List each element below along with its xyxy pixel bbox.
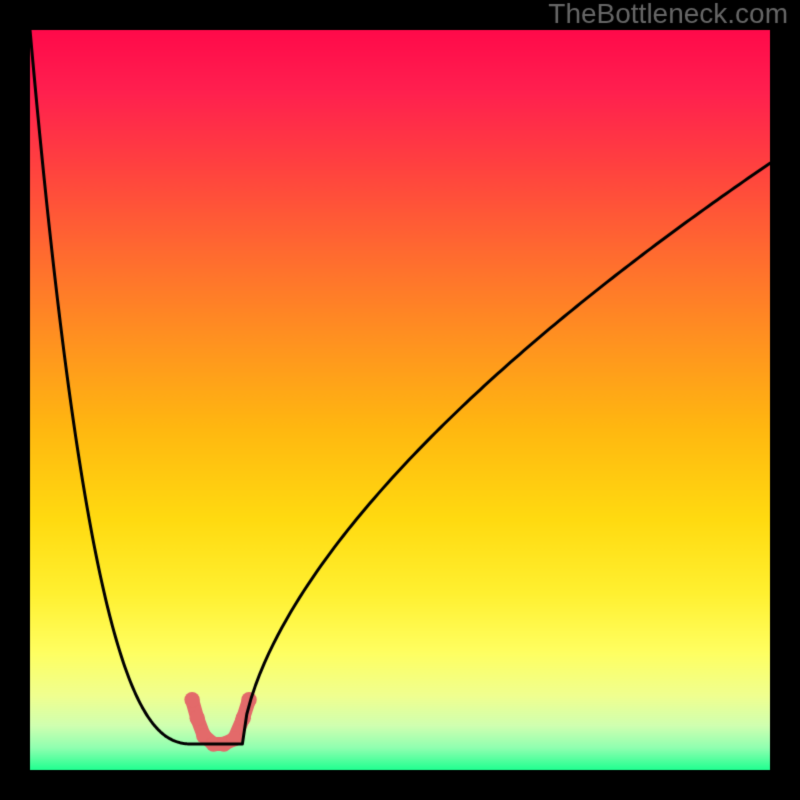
bottleneck-chart — [0, 0, 800, 800]
